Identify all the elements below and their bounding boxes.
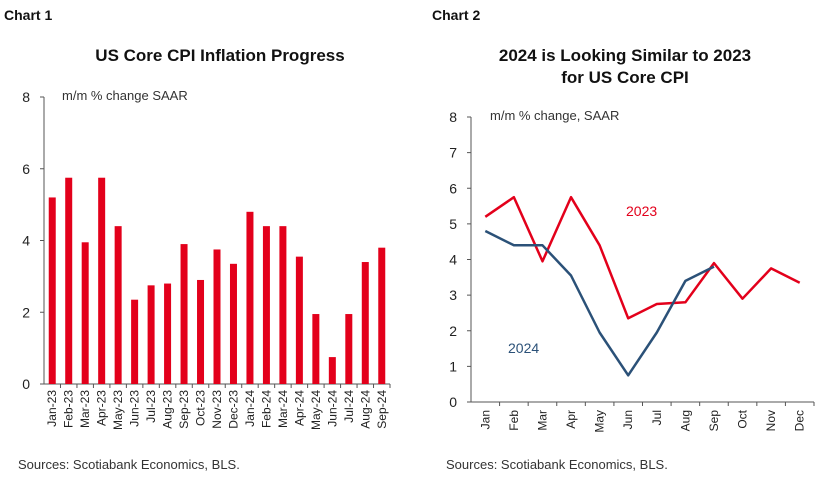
chart1-x-tick-label: Sep-24 <box>375 390 389 429</box>
chart2-y-tick-label: 1 <box>449 358 457 374</box>
chart1-bar <box>229 263 237 384</box>
chart2-title: 2024 is Looking Similar to 2023 for US C… <box>430 45 820 89</box>
chart1-x-tick-label: Aug-24 <box>358 390 372 429</box>
chart1-x-tick-label: Mar-24 <box>276 390 290 428</box>
chart1-unit-label: m/m % change SAAR <box>62 88 188 103</box>
chart2-x-labels: Jan Feb Mar Apr May Jun Jul Aug Sep Oct Nov Dec <box>478 409 806 432</box>
chart1-bar <box>312 314 320 384</box>
chart2-x-tick-label: May <box>593 410 607 433</box>
chart2-x-tick-label: Feb <box>507 410 521 431</box>
chart1-bar <box>98 177 106 384</box>
chart2-axes <box>467 116 815 406</box>
chart2-lines <box>484 195 801 377</box>
chart1-y-labels: 0 2 4 6 8 <box>22 89 30 392</box>
chart1-bar <box>147 285 155 384</box>
chart1-bar <box>279 226 287 384</box>
chart2-y-labels: 0 1 2 3 4 5 6 7 8 <box>449 109 457 410</box>
chart2-y-tick-label: 0 <box>449 394 457 410</box>
chart2-y-tick-label: 6 <box>449 180 457 196</box>
chart1-bar <box>378 247 386 384</box>
chart1-bar <box>131 299 139 384</box>
chart1-x-tick-label: Apr-24 <box>292 390 306 426</box>
chart1-x-tick-label: Jul-24 <box>342 390 356 423</box>
chart1-bar <box>48 197 56 384</box>
chart1-bar <box>114 226 122 384</box>
chart2-panel-label: Chart 2 <box>432 7 481 23</box>
chart2-unit-label: m/m % change, SAAR <box>490 108 619 123</box>
chart2-x-tick-label: Aug <box>678 410 692 431</box>
chart2-x-tick-label: Jun <box>621 410 635 429</box>
series-label-2023: 2023 <box>626 203 657 219</box>
chart1-bar <box>213 249 221 384</box>
chart1-bar <box>246 211 254 384</box>
chart1-x-tick-label: Jan-23 <box>45 390 59 427</box>
chart1-x-tick-label: Apr-23 <box>95 390 109 426</box>
chart2-y-tick-label: 7 <box>449 145 457 161</box>
chart2-title-line2: for US Core CPI <box>561 68 689 87</box>
chart1-bar <box>361 262 369 384</box>
chart1-title: US Core CPI Inflation Progress <box>95 46 345 65</box>
chart1-bar <box>81 242 89 384</box>
chart1-x-labels: Jan-23 Feb-23 Mar-23 Apr-23 May-23 Jun-23 Jul-… <box>45 390 389 430</box>
chart2-source: Sources: Scotiabank Economics, BLS. <box>446 457 668 472</box>
chart1-source: Sources: Scotiabank Economics, BLS. <box>18 457 240 472</box>
chart1-x-tick-label: Oct-23 <box>194 390 208 426</box>
chart2-x-tick-label: Nov <box>764 410 778 431</box>
chart1-x-tick-label: Jun-23 <box>128 390 142 427</box>
chart1-y-tick-label: 4 <box>22 233 30 249</box>
chart2-x-tick-label: Jul <box>650 410 664 425</box>
chart2-x-tick-label: Sep <box>707 410 721 432</box>
chart1-x-tick-label: Jan-24 <box>243 390 257 427</box>
chart2-y-tick-label: 2 <box>449 323 457 339</box>
chart2-x-tick-label: Jan <box>478 410 492 429</box>
chart2-x-tick-label: Mar <box>535 410 549 431</box>
chart1-x-tick-label: Dec-23 <box>226 390 240 429</box>
chart2-x-tick-label: Apr <box>564 410 578 429</box>
chart1-bars <box>48 177 386 384</box>
chart1-bar <box>262 226 270 384</box>
chart2-y-tick-label: 8 <box>449 109 457 125</box>
chart1-panel-label: Chart 1 <box>4 7 53 23</box>
chart1-bar <box>180 244 188 384</box>
chart2-y-tick-label: 3 <box>449 287 457 303</box>
chart2-title-line1: 2024 is Looking Similar to 2023 <box>498 46 752 65</box>
chart1-bar <box>197 279 205 384</box>
chart1-y-tick-label: 0 <box>22 376 30 392</box>
chart1-x-tick-label: Sep-23 <box>177 390 191 429</box>
chart2-series-line-2024 <box>484 229 715 377</box>
chart1-y-tick-label: 6 <box>22 161 30 177</box>
chart1-x-tick-label: May-24 <box>309 390 323 430</box>
chart1-x-tick-label: Feb-23 <box>62 390 76 428</box>
chart1-x-tick-label: May-23 <box>111 390 125 430</box>
chart2-x-tick-label: Oct <box>736 409 750 428</box>
chart1-x-tick-label: Mar-23 <box>78 390 92 428</box>
series-label-2024: 2024 <box>508 340 539 356</box>
chart1-x-tick-label: Aug-23 <box>161 390 175 429</box>
chart1-x-tick-label: Jul-23 <box>144 390 158 423</box>
chart1-x-tick-label: Feb-24 <box>259 390 273 428</box>
chart2-y-tick-label: 5 <box>449 216 457 232</box>
chart2-x-tick-label: Dec <box>793 410 807 431</box>
chart1-bar <box>328 357 336 384</box>
chart1-x-tick-label: Jun-24 <box>325 390 339 427</box>
chart1-x-tick-label: Nov-23 <box>210 390 224 429</box>
chart2-series-line-2023 <box>484 195 801 320</box>
chart1-y-tick-label: 2 <box>22 304 30 320</box>
chart1-bar <box>345 314 353 384</box>
chart1-bar <box>65 177 73 384</box>
chart1-bar <box>164 283 172 384</box>
chart1-y-tick-label: 8 <box>22 89 30 105</box>
chart2-y-tick-label: 4 <box>449 252 457 268</box>
chart1-bar <box>295 256 303 384</box>
